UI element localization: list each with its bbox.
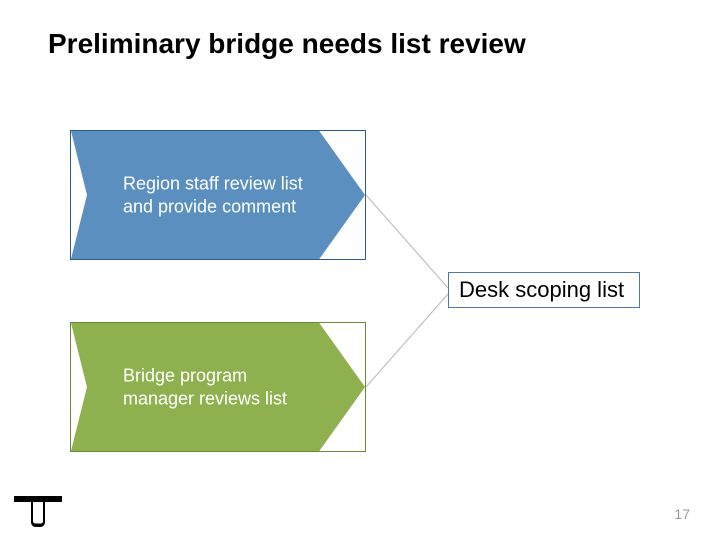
- logo-shape: [14, 496, 62, 527]
- process-arrow-bridge-manager: Bridge program manager reviews list: [70, 322, 366, 452]
- result-desk-scoping: Desk scoping list: [448, 272, 640, 308]
- connector-top: [0, 0, 720, 540]
- odot-logo-icon: [12, 492, 64, 528]
- process-arrow-label: Bridge program manager reviews list: [123, 365, 303, 410]
- process-arrow-region-staff: Region staff review list and provide com…: [70, 130, 366, 260]
- page-number: 17: [674, 506, 690, 522]
- process-arrow-label: Region staff review list and provide com…: [123, 173, 303, 218]
